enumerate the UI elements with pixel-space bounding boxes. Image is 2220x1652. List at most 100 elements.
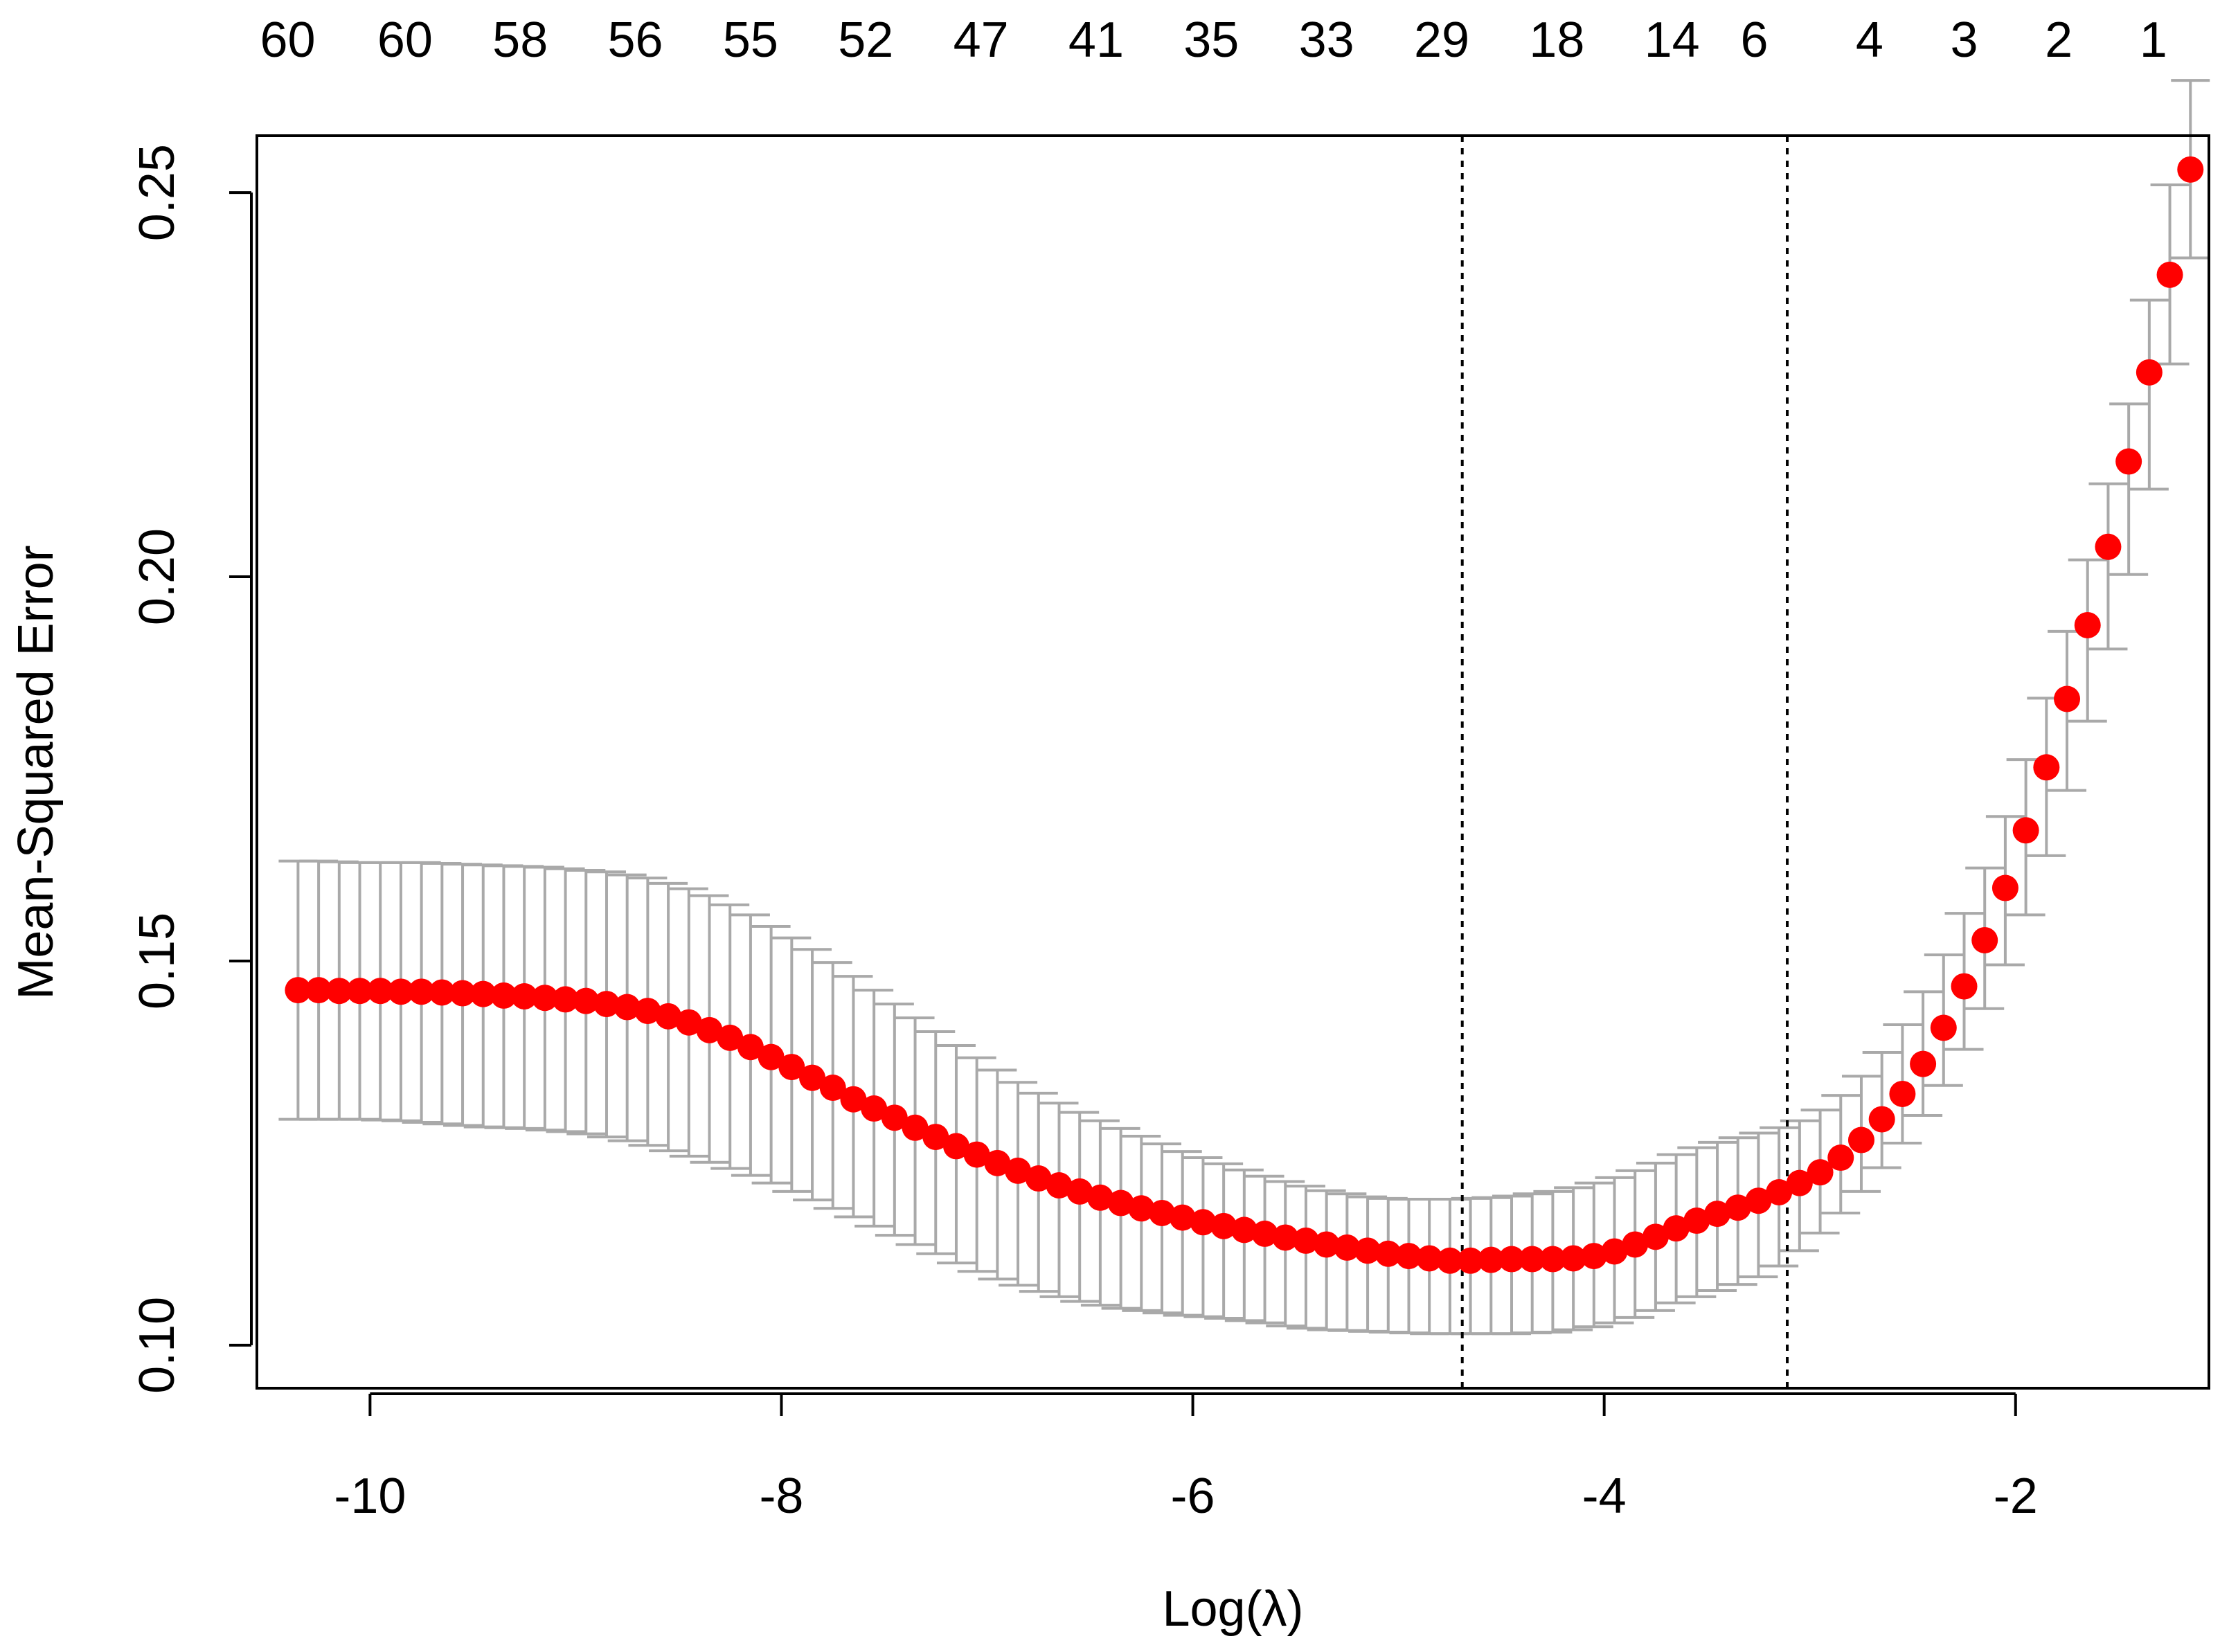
mse-point [1827, 1144, 1854, 1171]
mse-point [1868, 1106, 1895, 1133]
mse-point [1951, 973, 1978, 1000]
mse-point [1066, 1178, 1093, 1205]
mse-point [1478, 1246, 1505, 1273]
plot-frame [256, 134, 2210, 1390]
mse-point [2136, 359, 2163, 386]
top-axis-label: 6 [1740, 12, 1768, 68]
error-bar [1039, 1102, 1079, 1298]
mse-point [1642, 1223, 1669, 1250]
y-axis: 0.10 0.15 0.20 0.25 [129, 144, 253, 1394]
mse-point [1128, 1195, 1155, 1222]
x-tick-label: -8 [759, 1469, 803, 1524]
mse-point [1807, 1159, 1834, 1186]
mse-point [737, 1034, 764, 1061]
mse-point [1786, 1169, 1813, 1196]
top-axis-label: 60 [377, 12, 433, 68]
mse-point [1375, 1240, 1402, 1267]
mse-point [881, 1104, 908, 1131]
mse-point [819, 1075, 846, 1102]
mse-point [1910, 1050, 1937, 1077]
top-axis-label: 18 [1529, 12, 1584, 68]
error-bar [2068, 558, 2107, 723]
mse-point [367, 978, 394, 1005]
error-bar [1183, 1156, 1223, 1318]
top-axis-label: 35 [1183, 12, 1239, 68]
mse-point [469, 980, 496, 1007]
error-bar [2088, 482, 2128, 651]
mse-point [1601, 1238, 1628, 1265]
top-axis-labels: 60 60 58 56 55 52 47 41 35 33 29 18 14 6 4 3 2 1 [260, 12, 2167, 68]
x-tick-label: -6 [1171, 1469, 1215, 1524]
mse-point [2095, 533, 2122, 560]
y-tick-label: 0.15 [129, 913, 185, 1009]
mse-point [1847, 1126, 1874, 1153]
mse-point [325, 978, 352, 1005]
mse-point [1580, 1243, 1607, 1270]
mse-point [2115, 448, 2142, 475]
mse-point [861, 1095, 888, 1122]
mse-point [799, 1064, 826, 1091]
mse-point [1745, 1187, 1772, 1214]
mse-point [1663, 1215, 1690, 1242]
data-points [285, 156, 2204, 1274]
mse-point [1005, 1157, 1032, 1184]
x-axis-label: Log(λ) [1162, 1581, 1303, 1637]
mse-point [1190, 1209, 1217, 1236]
mse-point [2033, 754, 2060, 781]
top-axis-label: 1 [2140, 12, 2167, 68]
top-axis-label: 56 [608, 12, 663, 68]
mse-point [2156, 261, 2183, 288]
mse-point [1519, 1246, 1546, 1273]
error-bar [1060, 1111, 1100, 1303]
mse-point [1272, 1224, 1299, 1251]
mse-point [1251, 1220, 1278, 1247]
mse-point [902, 1114, 929, 1141]
error-bar [1101, 1126, 1140, 1310]
mse-point [387, 978, 414, 1005]
mse-point [1539, 1246, 1566, 1273]
mse-point [346, 978, 373, 1005]
mse-point [922, 1124, 949, 1151]
mse-point [1292, 1227, 1319, 1254]
mse-point [429, 979, 456, 1006]
reference-lines [1460, 136, 1789, 1388]
y-axis-label: Mean-Squared Error [8, 545, 64, 999]
mse-point [942, 1133, 969, 1160]
mse-point [449, 980, 476, 1007]
mse-point [1622, 1231, 1649, 1258]
mse-point [1991, 874, 2018, 901]
top-axis-label: 29 [1414, 12, 1469, 68]
mse-point [2074, 611, 2101, 638]
mse-point [717, 1024, 744, 1051]
mse-point [1169, 1204, 1196, 1231]
mse-point [984, 1149, 1011, 1176]
mse-point [2177, 156, 2204, 183]
mse-point [2054, 685, 2081, 712]
mse-point [655, 1003, 682, 1030]
x-tick-label: -10 [334, 1469, 406, 1524]
error-bar [1122, 1134, 1161, 1312]
mse-point [593, 991, 620, 1018]
mse-point [1313, 1231, 1340, 1258]
top-axis-label: 14 [1645, 12, 1700, 68]
error-bar [1163, 1150, 1202, 1317]
mse-point [1334, 1234, 1361, 1261]
top-axis-label: 33 [1299, 12, 1354, 68]
mse-point [573, 987, 600, 1014]
y-tick-label: 0.20 [129, 528, 185, 625]
mse-point [778, 1054, 805, 1081]
mse-point [2012, 817, 2039, 844]
mse-point [408, 978, 435, 1005]
mse-point [1086, 1184, 1113, 1211]
error-bar [1266, 1180, 1305, 1328]
error-bar [1204, 1162, 1244, 1320]
error-bar [1286, 1185, 1325, 1330]
x-tick-label: -4 [1582, 1469, 1627, 1524]
mse-point [1025, 1165, 1052, 1192]
top-axis-label: 4 [1856, 12, 1883, 68]
top-axis-label: 41 [1068, 12, 1124, 68]
mse-point [1971, 926, 1998, 953]
error-bar [1080, 1119, 1120, 1307]
